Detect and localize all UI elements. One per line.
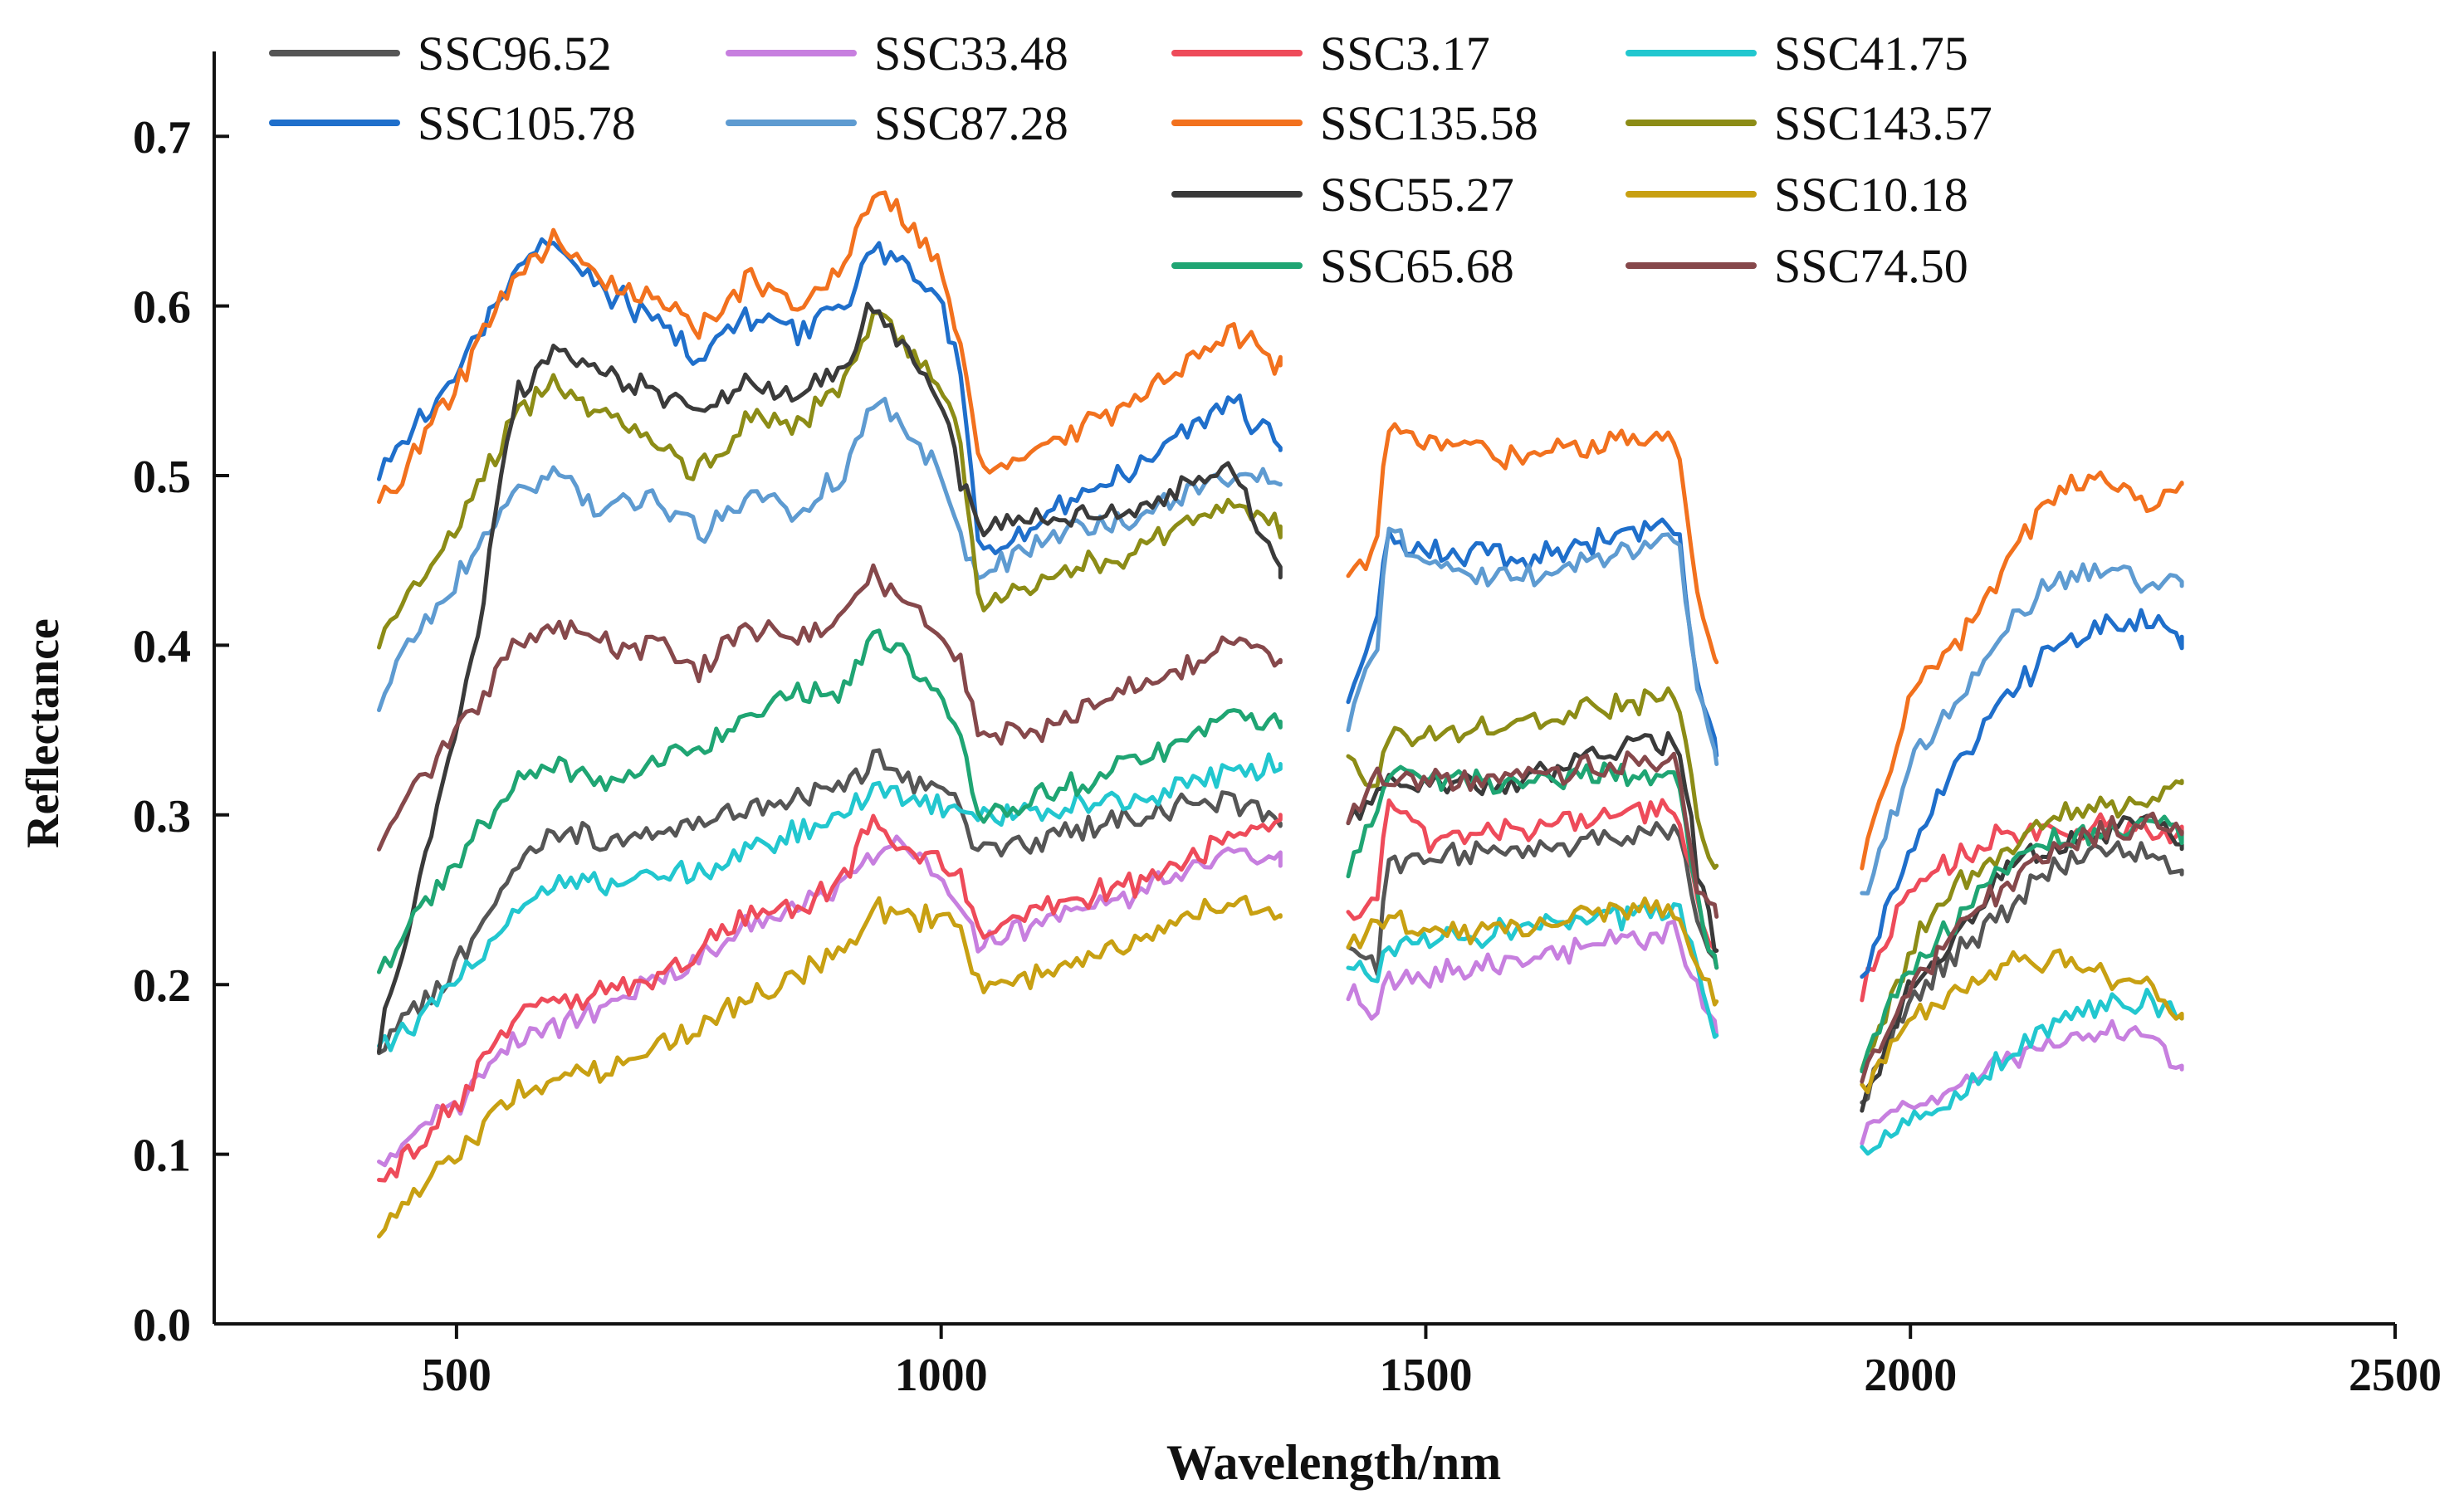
- legend-label: SSC96.52: [418, 27, 612, 81]
- legend-item: SSC10.18: [1626, 168, 1968, 222]
- y-tick-label: 0.0: [133, 1300, 191, 1351]
- series-SSC135.58: [377, 190, 2184, 871]
- legend-item: SSC135.58: [1171, 96, 1538, 150]
- series-line-segment: [1346, 761, 1719, 970]
- y-axis-title: Reflectance: [17, 618, 69, 848]
- legend: SSC96.52 SSC33.48 SSC3.17 SSC41.75 SSC105.78…: [269, 27, 1992, 293]
- series-line-segment: [377, 563, 1283, 852]
- x-tick-label: 1000: [895, 1350, 988, 1401]
- legend-item: SSC96.52: [269, 27, 612, 81]
- series-line-segment: [1860, 1018, 2184, 1146]
- y-tick-label: 0.6: [133, 282, 191, 334]
- legend-label: SSC33.48: [874, 27, 1068, 81]
- legend-item: SSC41.75: [1626, 27, 1968, 81]
- series-line-segment: [377, 813, 1283, 1183]
- series-line-segment: [1346, 750, 1719, 919]
- series-line-segment: [1346, 517, 1719, 758]
- series-line-segment: [1860, 988, 2184, 1156]
- legend-label: SSC74.50: [1774, 239, 1968, 293]
- y-tick-label: 0.2: [133, 960, 191, 1012]
- legend-label: SSC65.68: [1320, 239, 1514, 293]
- legend-label: SSC135.58: [1320, 96, 1538, 150]
- legend-label: SSC105.78: [418, 96, 636, 150]
- y-tick-label: 0.1: [133, 1130, 191, 1182]
- legend-label: SSC3.17: [1320, 27, 1490, 81]
- legend-item: SSC87.28: [726, 96, 1068, 150]
- y-tick-label: 0.3: [133, 791, 191, 842]
- series-line-segment: [377, 895, 1283, 1239]
- legend-item: SSC143.57: [1626, 96, 1992, 150]
- series-line-segment: [1860, 840, 2184, 1105]
- legend-item: SSC74.50: [1626, 239, 1968, 293]
- series-line-segment: [1346, 686, 1719, 870]
- x-tick-label: 1500: [1379, 1350, 1472, 1401]
- series-line-segment: [377, 310, 1283, 650]
- series-line-segment: [377, 748, 1283, 1056]
- y-tick-label: 0.5: [133, 452, 191, 503]
- series-line-segment: [1860, 779, 2184, 1072]
- series-line-segment: [1860, 814, 2184, 1074]
- series-line-segment: [377, 628, 1283, 974]
- series-line-segment: [1860, 811, 2184, 1084]
- axes: 0.0 0.1 0.2 0.3 0.4 0.5 0.6 0.7 500 1000 1500 2000 2…: [133, 51, 2442, 1401]
- series-line-segment: [1860, 608, 2184, 979]
- legend-item: SSC105.78: [269, 96, 636, 150]
- y-tick-label: 0.4: [133, 621, 191, 672]
- legend-item: SSC3.17: [1171, 27, 1490, 81]
- series-line-segment: [1346, 919, 1719, 1038]
- series-line-segment: [377, 190, 1283, 505]
- x-axis-title: Wavelength/nm: [1166, 1435, 1501, 1490]
- legend-label: SSC87.28: [874, 96, 1068, 150]
- series-line-segment: [1860, 470, 2184, 871]
- series-line-segment: [377, 834, 1283, 1168]
- x-tick-label: 2000: [1864, 1350, 1957, 1401]
- legend-label: SSC55.27: [1320, 168, 1514, 222]
- axis-titles: Wavelength/nm Reflectance: [17, 618, 1501, 1490]
- legend-item: SSC33.48: [726, 27, 1068, 81]
- series-SSC10.18: [377, 895, 2184, 1239]
- series-line-segment: [1346, 526, 1719, 766]
- legend-label: SSC41.75: [1774, 27, 1968, 81]
- series-line-segment: [377, 301, 1283, 1054]
- series-SSC87.28: [377, 397, 2184, 896]
- series-line-segment: [1346, 821, 1719, 977]
- legend-label: SSC143.57: [1774, 96, 1992, 150]
- y-tick-label: 0.7: [133, 112, 191, 164]
- legend-label: SSC10.18: [1774, 168, 1968, 222]
- x-tick-label: 500: [422, 1350, 491, 1401]
- series-SSC74.50: [377, 563, 2184, 1084]
- series-line-segment: [1860, 562, 2184, 896]
- x-tick-label: 2500: [2349, 1350, 2442, 1401]
- legend-item: SSC65.68: [1171, 239, 1514, 293]
- series-lines: [377, 190, 2184, 1239]
- series-line-segment: [1346, 422, 1719, 665]
- series-SSC96.52: [377, 748, 2184, 1105]
- series-line-segment: [377, 752, 1283, 1052]
- series-line-segment: [377, 397, 1283, 712]
- series-line-segment: [1346, 798, 1719, 953]
- series-line-segment: [1346, 896, 1719, 1007]
- series-SSC143.57: [377, 310, 2184, 1072]
- legend-item: SSC55.27: [1171, 168, 1514, 222]
- series-line-segment: [1860, 948, 2184, 1095]
